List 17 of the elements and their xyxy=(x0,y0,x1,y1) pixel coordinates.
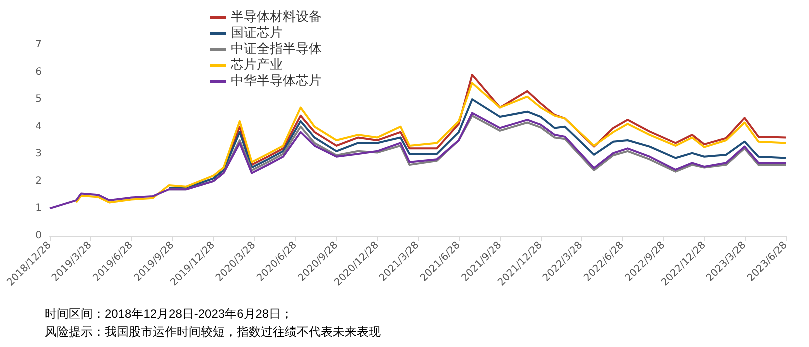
legend-label: 国证芯片 xyxy=(231,26,283,41)
line-series xyxy=(168,98,787,190)
y-tick-label: 5 xyxy=(36,94,42,106)
line-series xyxy=(49,112,787,210)
text: 风险提示：我国股市运作时间较短，指数过往绩不代表未来表现 xyxy=(45,325,381,339)
y-tick-label: 3 xyxy=(36,148,42,160)
y-tick-label: 1 xyxy=(36,203,42,214)
text: 时间区间：2018年12月28日-2023年6月28日； xyxy=(45,307,294,321)
legend-label: 中华半导体芯片 xyxy=(231,74,322,89)
legend-label: 半导体材料设备 xyxy=(231,10,322,25)
legend-label: 芯片产业 xyxy=(230,58,283,73)
y-tick-label: 6 xyxy=(36,66,42,78)
legend-label: 中证全指半导体 xyxy=(231,42,322,57)
y-tick-label: 4 xyxy=(36,121,42,132)
y-tick-label: 7 xyxy=(36,40,42,50)
y-tick-label: 0 xyxy=(36,230,42,242)
y-tick-label: 2 xyxy=(36,176,42,187)
